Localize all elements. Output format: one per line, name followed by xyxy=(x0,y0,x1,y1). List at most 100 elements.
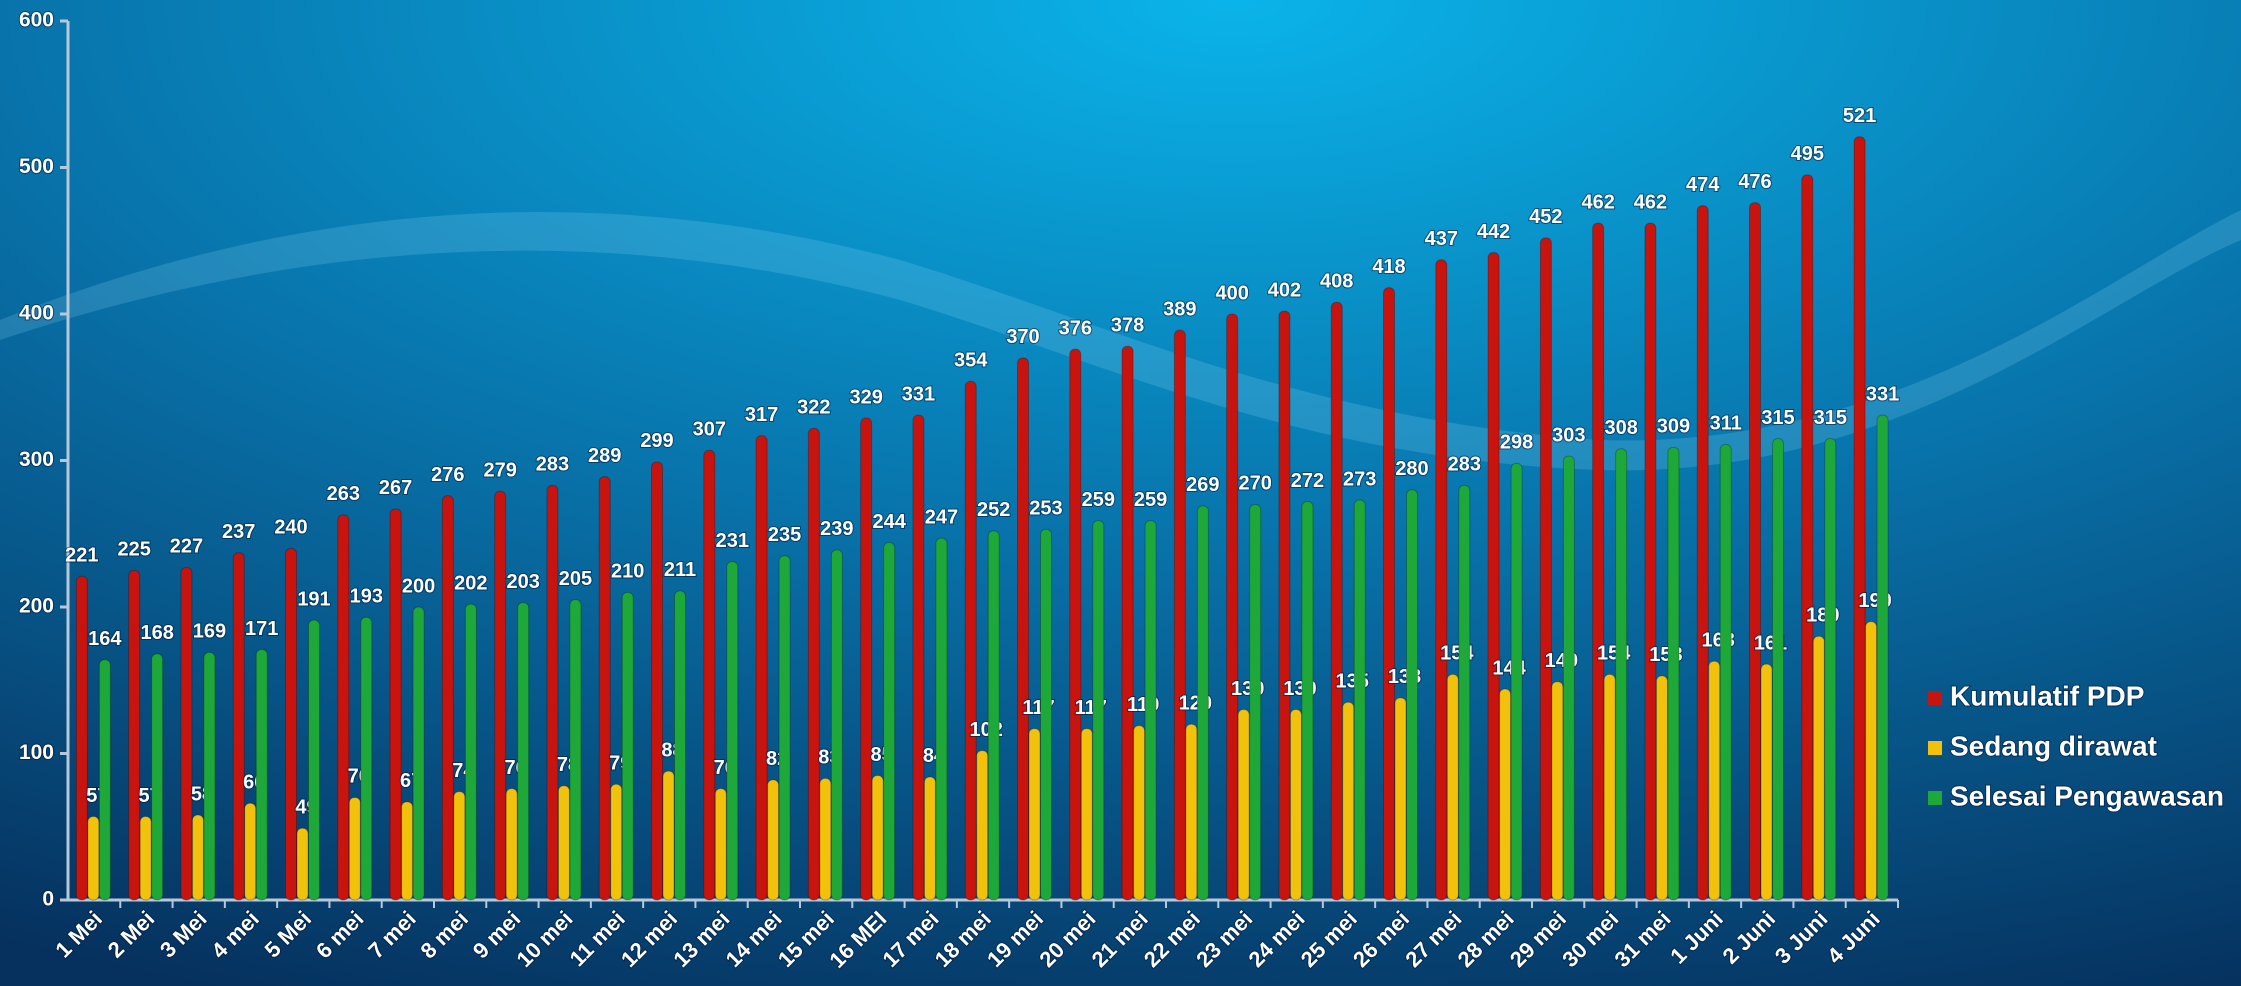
bar xyxy=(1615,448,1628,901)
bar xyxy=(1121,345,1134,901)
bar xyxy=(1435,259,1448,901)
bar xyxy=(1551,681,1564,901)
bar xyxy=(557,785,570,901)
bar xyxy=(546,484,559,901)
bar xyxy=(464,603,477,901)
bar xyxy=(1603,673,1616,901)
data-label: 267 xyxy=(379,477,412,499)
wave-decoration xyxy=(0,210,2241,471)
data-label: 389 xyxy=(1163,298,1196,320)
bar xyxy=(1592,222,1605,901)
data-label: 311 xyxy=(1710,413,1742,435)
bar xyxy=(255,648,268,901)
legend-label: Selesai Pengawasan xyxy=(1950,780,2224,811)
data-label: 442 xyxy=(1477,221,1510,243)
bar xyxy=(412,606,425,901)
bar xyxy=(494,490,507,901)
data-label: 211 xyxy=(664,559,696,581)
data-label: 273 xyxy=(1343,468,1376,490)
bar xyxy=(1278,310,1291,901)
data-label: 276 xyxy=(431,464,464,486)
bar xyxy=(1812,635,1825,901)
data-label: 474 xyxy=(1686,174,1720,196)
data-label: 376 xyxy=(1059,317,1092,339)
bar xyxy=(1092,520,1105,901)
bar xyxy=(912,414,925,901)
data-label: 378 xyxy=(1111,315,1144,337)
bar xyxy=(128,569,141,901)
data-label: 171 xyxy=(245,618,278,640)
bar xyxy=(1853,136,1866,901)
y-tick-label: 600 xyxy=(19,9,54,32)
data-label: 168 xyxy=(140,622,173,644)
bar xyxy=(1040,528,1053,901)
bar xyxy=(180,566,193,901)
bar xyxy=(1237,709,1250,901)
bar xyxy=(1289,709,1302,901)
bar xyxy=(87,815,100,901)
bar xyxy=(441,495,454,901)
data-label: 221 xyxy=(65,545,98,567)
y-tick-label: 200 xyxy=(19,595,54,618)
data-label: 191 xyxy=(297,588,330,610)
bar xyxy=(778,555,791,901)
bar xyxy=(1406,489,1419,901)
bar xyxy=(1301,501,1314,901)
bar xyxy=(883,542,896,901)
data-label: 331 xyxy=(1866,383,1899,405)
data-label: 437 xyxy=(1425,228,1458,250)
bar xyxy=(1330,301,1343,901)
data-label: 331 xyxy=(902,383,935,405)
bar xyxy=(1446,673,1459,901)
bar xyxy=(1017,357,1030,901)
bar xyxy=(232,552,245,901)
bar xyxy=(871,774,884,901)
bar xyxy=(1644,222,1657,901)
bar xyxy=(1865,621,1878,901)
bar xyxy=(1173,329,1186,901)
data-label: 253 xyxy=(1029,498,1062,520)
bar xyxy=(360,616,373,901)
bar xyxy=(296,827,309,901)
data-label: 193 xyxy=(350,586,383,608)
bar xyxy=(1801,174,1814,901)
bar xyxy=(1458,484,1471,901)
bar xyxy=(987,530,1000,901)
bar xyxy=(807,427,820,901)
data-label: 164 xyxy=(88,628,122,650)
bar xyxy=(191,814,204,901)
data-label: 495 xyxy=(1791,143,1824,165)
bar xyxy=(976,750,989,901)
bar xyxy=(726,561,739,901)
data-label: 521 xyxy=(1843,105,1876,127)
bar xyxy=(1499,688,1512,901)
bar xyxy=(830,549,843,901)
data-label: 303 xyxy=(1552,424,1585,446)
bar xyxy=(1772,438,1785,901)
legend-label: Sedang dirawat xyxy=(1950,730,2157,761)
data-label: 452 xyxy=(1529,206,1562,228)
legend-swatch xyxy=(1928,741,1942,755)
bar xyxy=(714,788,727,901)
data-label: 418 xyxy=(1372,256,1405,278)
bar xyxy=(662,770,675,901)
bar xyxy=(767,779,780,901)
bar xyxy=(1133,725,1146,901)
bar xyxy=(139,815,152,901)
data-label: 235 xyxy=(768,524,801,546)
data-label: 309 xyxy=(1657,416,1690,438)
bar xyxy=(1080,728,1093,901)
data-label: 259 xyxy=(1134,489,1167,511)
bar xyxy=(337,514,350,901)
bar xyxy=(1487,251,1500,901)
bar xyxy=(203,651,216,901)
bar xyxy=(1562,455,1575,901)
data-label: 317 xyxy=(745,404,778,426)
bar xyxy=(1249,503,1262,901)
data-label: 402 xyxy=(1268,279,1301,301)
data-label: 270 xyxy=(1238,473,1271,495)
bar xyxy=(1342,701,1355,901)
legend-label: Kumulatif PDP xyxy=(1950,680,2144,711)
